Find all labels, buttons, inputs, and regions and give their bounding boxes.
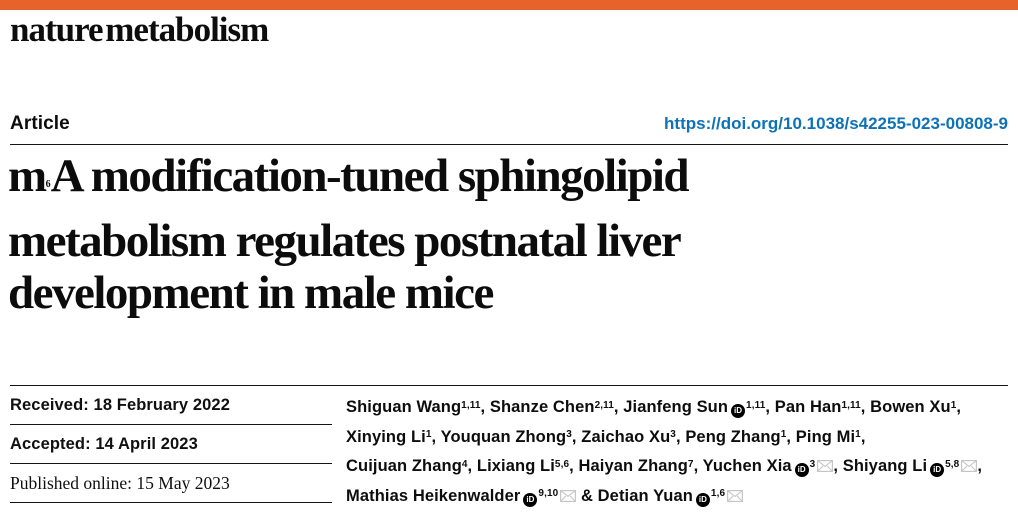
affiliation-superscript: 1,11 [841, 400, 860, 411]
affiliation-superscript: 1 [951, 400, 957, 411]
journal-logo: nature metabolism [10, 11, 268, 49]
text-line: development in male mice [8, 267, 948, 319]
affiliation-superscript: 6 [46, 179, 51, 190]
envelope-icon [961, 460, 977, 472]
envelope-icon [727, 490, 743, 502]
doi-link[interactable]: https://doi.org/10.1038/s42255-023-00808… [664, 114, 1008, 134]
affiliation-superscript: 1 [781, 429, 787, 440]
orcid-icon[interactable]: iD [696, 493, 710, 507]
text-line: Xinying Li1, Youquan Zhong3, Zaichao Xu3… [346, 424, 1008, 454]
affiliation-superscript: 4 [462, 459, 468, 470]
envelope-icon [560, 490, 576, 502]
affiliation-superscript: 3 [566, 429, 572, 440]
affiliation-superscript: 3 [670, 429, 676, 440]
affiliation-superscript: 1 [855, 429, 861, 440]
affiliation-superscript: 5,6 [555, 459, 569, 470]
article-type-label: Article [10, 113, 70, 135]
text-line: Cuijuan Zhang4, Lixiang Li5,6, Haiyan Zh… [346, 453, 1008, 483]
orcid-icon[interactable]: iD [795, 463, 809, 477]
affiliation-superscript: 9,10 [538, 488, 558, 499]
orcid-icon[interactable]: iD [523, 493, 537, 507]
affiliation-superscript: 1,6 [711, 488, 725, 499]
affiliation-superscript: 3 [810, 459, 816, 470]
affiliation-superscript: 5,8 [945, 459, 959, 470]
article-type-bar: Article https://doi.org/10.1038/s42255-0… [10, 113, 1008, 145]
affiliation-superscript: 1,11 [746, 400, 765, 411]
affiliation-superscript: 1 [426, 429, 432, 440]
orcid-icon[interactable]: iD [930, 463, 944, 477]
accepted-date: Accepted: 14 April 2023 [10, 425, 332, 464]
envelope-icon [817, 460, 833, 472]
text-line: Shiguan Wang1,11, Shanze Chen2,11, Jianf… [346, 394, 1008, 424]
history-dates-column: Received: 18 February 2022 Accepted: 14 … [10, 386, 332, 507]
published-date: Published online: 15 May 2023 [10, 464, 332, 503]
text-line: metabolism regulates postnatal liver [8, 215, 948, 267]
author-list: Shiguan Wang1,11, Shanze Chen2,11, Jianf… [332, 386, 1008, 507]
received-date: Received: 18 February 2022 [10, 386, 332, 425]
affiliation-superscript: 2,11 [595, 400, 614, 411]
journal-accent-bar [0, 0, 1018, 10]
orcid-icon[interactable]: iD [731, 404, 745, 418]
affiliation-superscript: 1,11 [461, 400, 480, 411]
article-info-section: Received: 18 February 2022 Accepted: 14 … [10, 385, 1008, 507]
affiliation-superscript: 7 [688, 459, 694, 470]
text-line: m6A modification-tuned sphingolipid [8, 150, 948, 215]
